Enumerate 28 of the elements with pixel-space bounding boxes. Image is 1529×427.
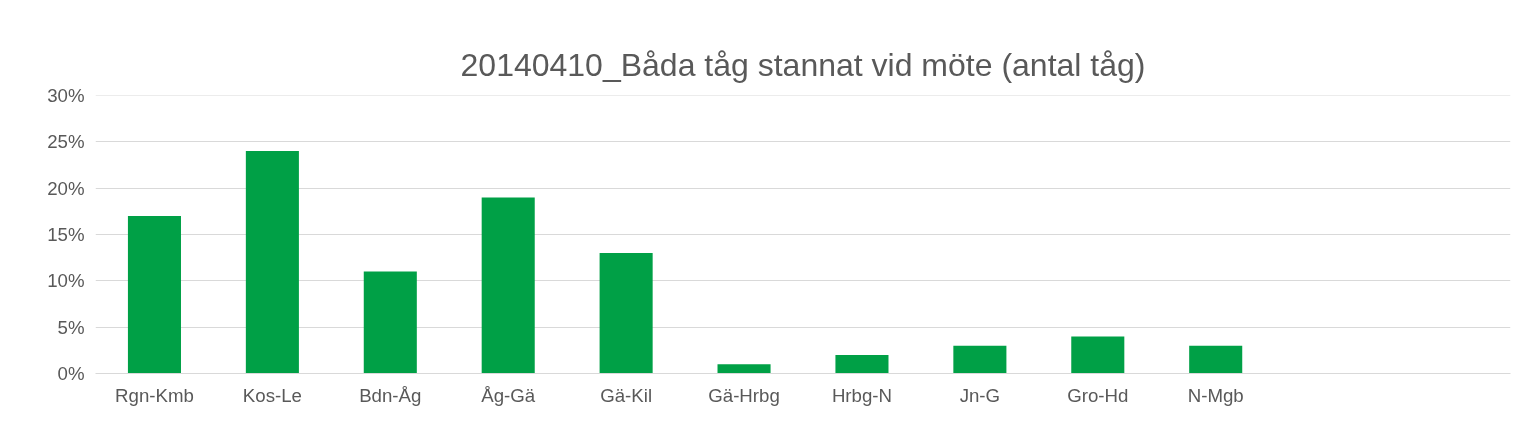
bar xyxy=(953,345,1007,374)
x-tick-label: Jn-G xyxy=(959,384,1001,406)
x-tick-label: Bdn-Åg xyxy=(359,384,422,406)
x-tick-label: Kos-Le xyxy=(242,384,302,406)
x-tick-label: Rgn-Kmb xyxy=(115,384,194,406)
bar xyxy=(1071,336,1125,374)
bar xyxy=(481,197,535,374)
x-tick-label: Gä-Hrbg xyxy=(708,384,780,406)
bar xyxy=(599,253,653,374)
y-tick-label: 20% xyxy=(47,177,85,199)
y-tick-label: 0% xyxy=(57,363,85,384)
bar xyxy=(127,215,181,374)
x-tick-label: Åg-Gä xyxy=(481,384,536,406)
bar xyxy=(363,271,417,374)
y-tick-label: 30% xyxy=(47,85,85,106)
x-tick-label: Gä-Kil xyxy=(600,384,653,406)
y-tick-label: 5% xyxy=(57,316,85,338)
x-tick-label: Gro-Hd xyxy=(1067,384,1129,406)
chart-title: 20140410_Båda tåg stannat vid möte (antal tåg) xyxy=(460,47,1146,83)
bar xyxy=(1189,345,1243,374)
y-tick-label: 10% xyxy=(47,270,85,292)
bar xyxy=(835,354,889,374)
x-tick-label: N-Mgb xyxy=(1187,384,1244,406)
x-tick-label: Hrbg-N xyxy=(831,384,893,406)
bar xyxy=(245,151,299,374)
y-tick-label: 15% xyxy=(47,224,85,245)
y-tick-label: 25% xyxy=(47,131,85,153)
bar xyxy=(717,364,771,374)
